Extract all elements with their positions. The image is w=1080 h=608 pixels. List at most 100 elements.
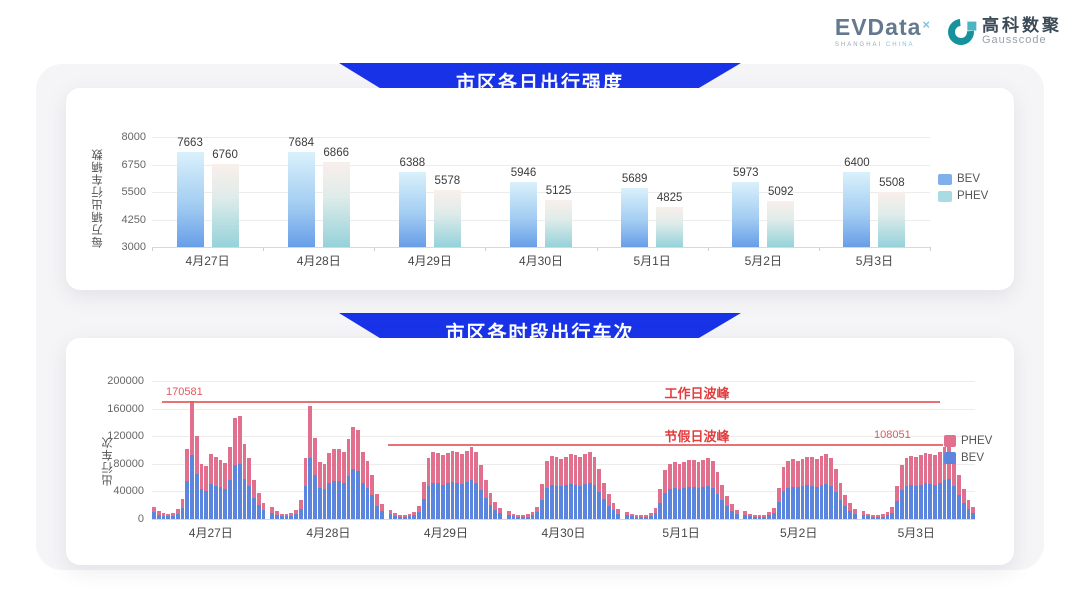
phev-segment: [853, 509, 857, 514]
phev-segment: [327, 453, 332, 484]
hour-bar: [521, 381, 525, 519]
hour-bar: [781, 381, 786, 519]
phev-segment: [365, 460, 370, 488]
day-group: [506, 381, 621, 519]
phev-segment: [634, 515, 639, 517]
bar-value-label: 5125: [545, 185, 572, 198]
bev-segment: [616, 513, 621, 519]
bev-segment: [521, 516, 525, 519]
phev-segment: [161, 513, 166, 516]
hour-bar: [493, 381, 498, 519]
phev-segment: [838, 483, 843, 500]
phev-segment: [421, 481, 426, 499]
phev-segment: [824, 454, 829, 485]
hour-bar: [190, 381, 194, 519]
phev-segment: [180, 499, 185, 509]
hour-bar: [256, 381, 261, 519]
bev-bar: [732, 181, 760, 247]
hour-bar: [289, 381, 294, 519]
phev-segment: [800, 458, 805, 487]
bev-segment: [644, 516, 648, 519]
hour-bar: [583, 381, 587, 519]
phev-segment: [890, 507, 895, 513]
bev-segment: [549, 485, 554, 519]
hour-bar: [933, 381, 937, 519]
phev-segment: [375, 494, 379, 506]
hour-bar: [772, 381, 776, 519]
phev-segment: [402, 515, 407, 517]
phev-segment: [426, 457, 431, 486]
phev-segment: [440, 455, 445, 485]
phev-segment: [597, 468, 602, 492]
phev-segment: [918, 455, 923, 485]
bev-segment: [824, 484, 829, 519]
bev-segment: [752, 516, 757, 519]
bev-segment: [530, 515, 535, 519]
bar-value-label: 5689: [621, 172, 648, 185]
bev-segment: [455, 482, 460, 519]
gridline: [152, 219, 930, 221]
y-tick-label: 3000: [121, 241, 146, 253]
phev-segment: [767, 512, 771, 516]
bev-segment: [421, 498, 426, 519]
bar-column: 7663: [176, 137, 204, 247]
phev-segment: [308, 405, 313, 458]
hour-bar: [639, 381, 644, 519]
bev-segment: [871, 516, 875, 519]
legend-item-phev[interactable]: PHEV: [944, 435, 992, 447]
bev-segment: [270, 512, 275, 519]
phev-segment: [682, 461, 687, 489]
gridline: [152, 192, 930, 193]
phev-segment: [261, 502, 266, 511]
phev-segment: [578, 457, 583, 486]
bev-segment: [284, 516, 289, 519]
axis-tick: [596, 247, 598, 251]
phev-segment: [279, 513, 284, 517]
bev-bar: [621, 187, 649, 247]
hour-bar: [370, 381, 375, 519]
bev-segment: [516, 516, 521, 519]
day-group: [152, 381, 266, 519]
phev-segment: [256, 492, 261, 505]
x-axis-label: 4月28日: [306, 526, 351, 540]
axis-tick: [152, 247, 153, 251]
bev-segment: [583, 483, 587, 519]
legend-item-bev[interactable]: BEV: [944, 452, 992, 464]
bar-group: 5689 4825: [597, 137, 708, 247]
bev-segment: [957, 495, 961, 519]
hour-bar: [853, 381, 857, 519]
bev-segment: [303, 486, 308, 519]
phev-segment: [568, 454, 573, 485]
phev-segment: [341, 452, 346, 483]
bev-segment: [838, 499, 843, 519]
bev-segment: [544, 487, 549, 519]
phev-segment: [346, 439, 351, 476]
phev-segment: [393, 513, 398, 516]
hour-bar: [672, 381, 677, 519]
day-group: [270, 381, 384, 519]
phev-segment: [966, 500, 971, 509]
hour-bar: [402, 381, 407, 519]
phev-segment: [795, 460, 800, 488]
hour-bar: [875, 381, 880, 519]
bev-segment: [166, 516, 171, 519]
bev-segment: [772, 512, 776, 519]
phev-segment: [516, 514, 521, 517]
bar-column: 5125: [544, 137, 572, 247]
hour-bar: [337, 381, 341, 519]
bev-segment: [961, 503, 966, 519]
legend-label: PHEV: [961, 435, 993, 447]
phev-segment: [175, 509, 180, 514]
bar-column: 6400: [843, 137, 871, 247]
hour-bar: [431, 381, 436, 519]
bev-segment: [971, 512, 976, 519]
phev-segment: [653, 508, 658, 514]
bev-segment: [313, 475, 317, 519]
phev-segment: [284, 514, 289, 517]
legend-item-bev[interactable]: BEV: [938, 173, 988, 185]
hour-bar: [417, 381, 421, 519]
hour-bar: [360, 381, 365, 519]
y-tick-label: 8000: [121, 131, 146, 143]
legend-item-phev[interactable]: PHEV: [938, 190, 988, 202]
phev-segment: [469, 447, 474, 481]
